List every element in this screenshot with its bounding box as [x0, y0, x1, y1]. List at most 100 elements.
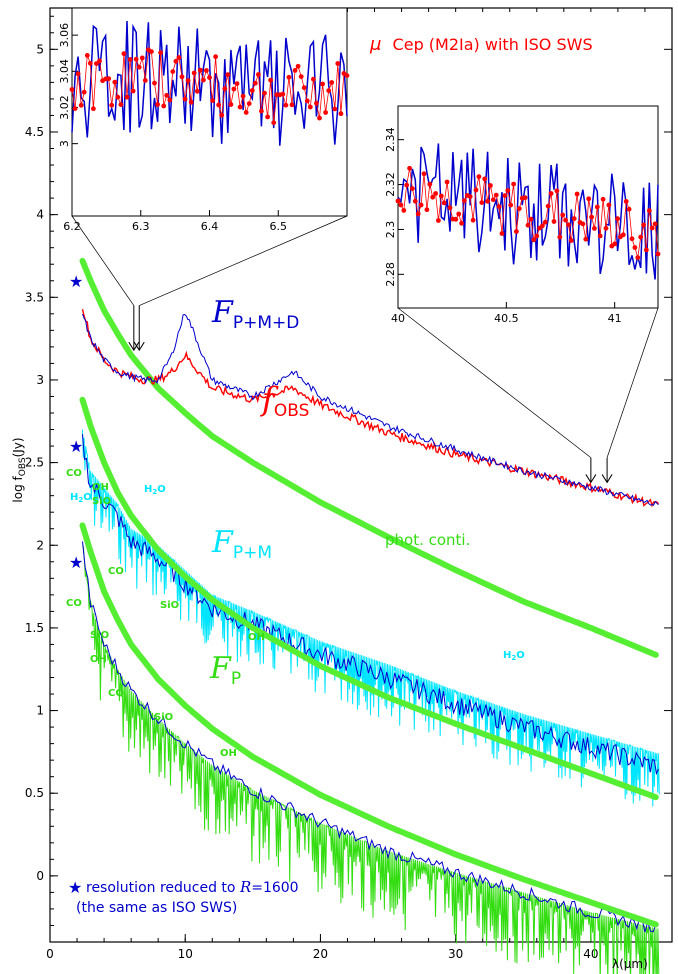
inset-1-obs-point	[106, 76, 112, 82]
inset-1-obs-point	[72, 106, 78, 111]
inset-1-obs-point	[161, 103, 167, 109]
inset-2-obs-point	[592, 226, 597, 231]
inset-2-obs-point	[615, 216, 620, 222]
x-tick-label: 20	[313, 947, 328, 961]
inset-1-connector-left	[71, 215, 135, 306]
inset-1-obs-point	[207, 75, 212, 80]
inset-1-obs-point	[112, 79, 118, 85]
y-tick-label: 4.5	[25, 125, 44, 139]
band-co-3: CO	[66, 598, 82, 609]
inset-2-obs-point	[415, 211, 421, 217]
inset-2-obs-point	[490, 197, 496, 203]
inset-1-obs-point	[225, 72, 231, 78]
inset-2-obs-point	[404, 182, 410, 188]
y-tick-label: 5	[36, 42, 44, 56]
inset-1-obs-point	[152, 80, 157, 86]
band-h2o-2: H2O	[144, 484, 166, 496]
arrow-inset2-a-head	[585, 474, 597, 484]
inset-1-obs-point	[335, 61, 341, 66]
inset-2-obs-point	[438, 193, 444, 199]
arrow-inset2-b-head	[601, 474, 613, 484]
inset-2-obs-point	[482, 176, 488, 182]
inset-2-obs-point	[514, 229, 519, 234]
inset-2-obs-point	[433, 191, 438, 196]
inset-2-obs-point	[632, 245, 638, 250]
inset-2-obs-point	[638, 234, 644, 240]
inset-1-obs-point	[149, 49, 154, 54]
inset-1-obs-point	[87, 60, 93, 66]
x-tick-label: 0	[46, 947, 54, 961]
inset-2-obs-point	[473, 187, 479, 193]
inset-2-obs-point	[551, 219, 557, 224]
plot-frame	[49, 7, 673, 943]
inset-2-obs-point	[629, 236, 635, 242]
band-co-2: CO	[108, 566, 124, 577]
inset-2-obs-point	[548, 191, 554, 196]
inset-1-obs-point	[115, 94, 121, 100]
inset-1-obs-point	[320, 81, 325, 87]
inset-2-obs-point	[447, 205, 453, 211]
inset-1-obs-point	[176, 55, 182, 60]
inset-1-obs-point	[194, 88, 200, 94]
inset-2-obs-point	[606, 202, 612, 208]
inset-2-obs-point	[574, 191, 580, 197]
inset-1-obs-point	[329, 80, 335, 85]
inset-2-connector-right	[606, 307, 659, 458]
inset-2-obs-point	[444, 179, 450, 185]
inset-2-obs-point	[476, 174, 482, 180]
inset-1-obs-point	[249, 88, 255, 93]
series-line-conti-0	[79, 257, 659, 658]
inset-2-obs-point	[554, 188, 560, 194]
inset-2-obs-point	[597, 233, 603, 239]
series-line-obs	[81, 309, 660, 508]
inset-1-obs-point	[280, 91, 286, 97]
inset-1-obs-point	[262, 90, 267, 96]
band-co-4: CO	[108, 688, 124, 699]
y-tick-label: 3	[36, 373, 44, 387]
inset-1-obs-point	[210, 98, 216, 103]
inset-1-obs-point	[164, 93, 170, 98]
inset-2-obs-point	[531, 237, 537, 243]
inset-1-obs-point	[139, 55, 145, 61]
inset-1-obs-point	[243, 110, 249, 115]
inset-2-connector-left	[397, 307, 592, 458]
band-oh-3: OH	[90, 654, 107, 665]
inset-1-obs-point	[91, 106, 96, 112]
inset-1-frame	[71, 7, 348, 217]
inset-2-obs-point	[462, 198, 467, 204]
y-tick-label: 4	[36, 208, 44, 222]
band-h2o-1: H2O	[70, 492, 92, 504]
inset-1-obs-point	[179, 74, 185, 80]
inset-2-obs-point	[418, 202, 424, 208]
series-label-pm: FP+M	[211, 525, 272, 563]
inset-2-obs-point	[511, 181, 516, 187]
inset-1-obs-point	[78, 102, 84, 108]
inset-1-obs-point	[265, 114, 270, 120]
inset-2-obs-point	[594, 204, 600, 210]
inset-2-obs-point	[401, 208, 407, 213]
inset-2-obs-point	[496, 204, 502, 210]
inset-2-x-tick-label: 40.5	[494, 312, 519, 325]
inset-2-obs-point	[436, 218, 441, 223]
band-annotations: CO H2O OH SiO H2O CO SiO OH H2O CO SiO O…	[66, 468, 525, 759]
resolution-star-icon: ★	[69, 553, 83, 572]
inset-2-obs-point	[456, 211, 462, 217]
inset-1-obs-point	[204, 68, 209, 73]
band-co-1: CO	[66, 468, 82, 479]
inset-1-obs-point	[84, 53, 90, 58]
note-line-2: (the same as ISO SWS)	[76, 900, 237, 916]
inset-1-obs-point	[283, 102, 289, 108]
arrow-inset1-b-head	[133, 341, 145, 352]
inset-1-obs-point	[228, 102, 234, 107]
inset-1-obs-point	[332, 106, 338, 112]
y-tick-label: 2	[36, 538, 44, 552]
inset-2: 40 40.5 41 2.28 2.3 2.32 2.34	[384, 105, 661, 325]
insets: 6.2 6.3 6.4 6.5 3 3.02 3.04 3.06 40 40.5 41 2.28 2.3…	[58, 7, 661, 458]
inset-2-obs-point	[603, 225, 609, 231]
inset-2-obs-point	[623, 199, 629, 204]
inset-2-obs-point	[655, 251, 661, 257]
band-oh-4: OH	[220, 748, 237, 759]
inset-2-obs-point	[502, 193, 508, 199]
inset-2-obs-point	[571, 216, 577, 222]
inset-2-y-tick-label: 2.32	[384, 172, 397, 197]
